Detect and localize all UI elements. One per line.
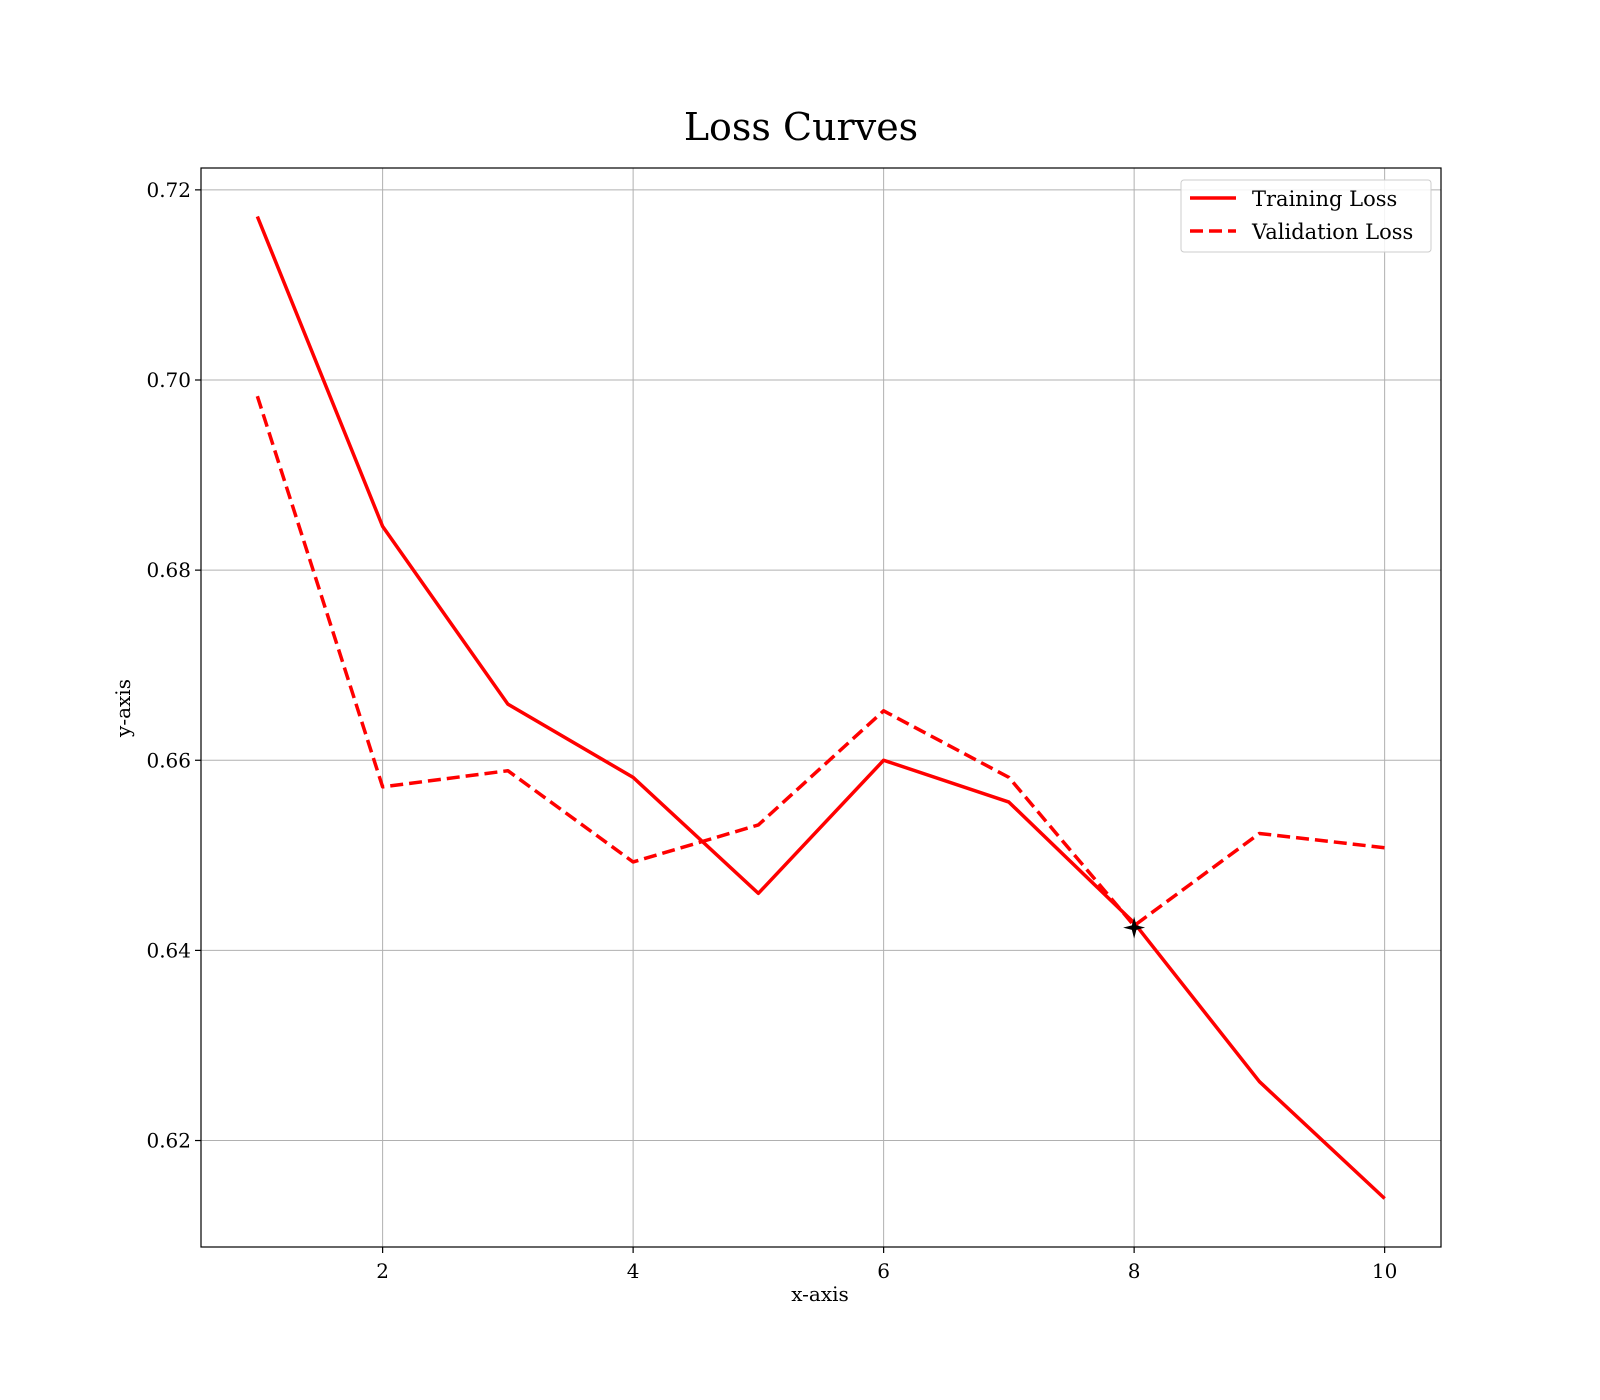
grid-lines: [201, 168, 1441, 1247]
series-line-training-loss: [255, 215, 1386, 1200]
y-tick-label: 0.62: [146, 1129, 191, 1153]
y-tick-label: 0.64: [146, 938, 191, 962]
x-tick-label: 10: [1372, 1259, 1397, 1283]
legend-label-validation-loss: Validation Loss: [1251, 220, 1413, 244]
series-line-validation-loss: [255, 395, 1385, 928]
x-tick-label: 2: [376, 1259, 389, 1283]
x-axis-title: x-axis: [791, 1282, 849, 1306]
chart-title: Loss Curves: [684, 105, 918, 149]
y-tick-label: 0.72: [146, 178, 191, 202]
y-tick-label: 0.68: [146, 558, 191, 582]
y-axis-ticks: 0.62 0.64 0.66 0.68 0.70 0.72: [146, 178, 201, 1153]
x-tick-label: 6: [877, 1259, 890, 1283]
y-axis-title: y-axis: [111, 679, 135, 738]
y-tick-label: 0.70: [146, 368, 191, 392]
x-tick-label: 8: [1128, 1259, 1141, 1283]
legend-label-training-loss: Training Loss: [1252, 187, 1397, 211]
plot-area-frame: [200, 167, 1442, 1248]
legend: Training Loss Validation Loss: [1180, 179, 1432, 253]
y-tick-label: 0.66: [146, 748, 191, 772]
highlight-marker-layer: [1123, 916, 1146, 939]
x-axis-ticks: 2 4 6 8 10: [376, 1247, 1397, 1283]
star-marker: [1123, 916, 1146, 939]
legend-box: [1180, 179, 1432, 253]
plot-series: [255, 215, 1386, 1200]
x-tick-label: 4: [627, 1259, 640, 1283]
